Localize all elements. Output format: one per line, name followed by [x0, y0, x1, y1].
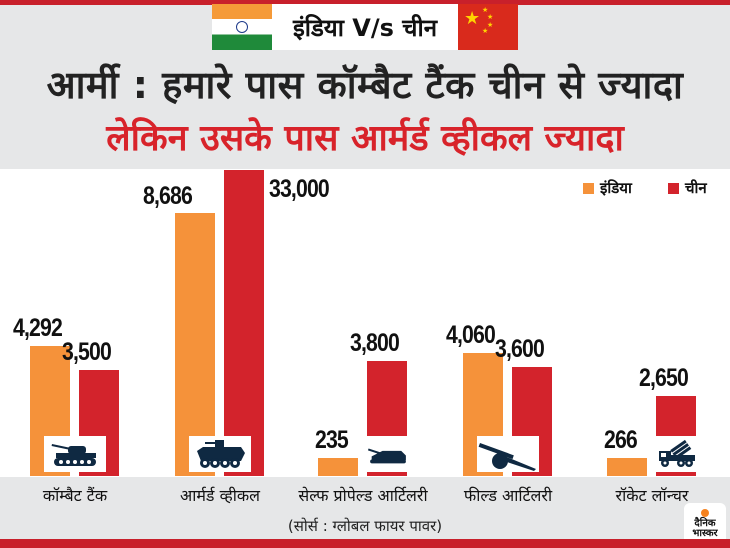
data-label: 3,500 [62, 337, 112, 366]
data-label: 8,686 [143, 181, 193, 210]
legend-item-china: चीन [668, 178, 707, 198]
bar-india [607, 458, 647, 476]
data-label: 266 [604, 426, 638, 454]
rocket-launcher-icon [656, 436, 698, 472]
dainik-bhaskar-logo: दैनिक भास्कर [684, 503, 726, 545]
china-flag-icon: ★ ★ ★ ★ ★ [458, 4, 518, 50]
legend-label-india: इंडिया [600, 179, 632, 197]
self-propelled-artillery-icon [367, 436, 409, 472]
data-label: 3,600 [495, 334, 545, 363]
legend-item-india: इंडिया [583, 178, 632, 198]
legend-swatch-india [583, 182, 594, 194]
legend-swatch-china [668, 182, 679, 194]
india-flag-icon [212, 4, 272, 50]
logo-text-line2: भास्कर [692, 528, 718, 539]
data-label: 4,060 [446, 321, 496, 350]
data-label: 33,000 [269, 175, 330, 203]
data-label: 2,650 [639, 363, 689, 392]
category-label: कॉम्बैट टैंक [42, 486, 108, 505]
vs-title: इंडिया V/s चीन [272, 4, 458, 50]
data-label: 4,292 [13, 314, 63, 342]
source-note: (सोर्स : ग्लोबल फायर पावर) [287, 517, 443, 535]
data-label: 235 [315, 426, 349, 454]
bar-india [175, 212, 215, 476]
legend-label-china: चीन [685, 179, 707, 197]
logo-text-line1: दैनिक [694, 518, 716, 529]
bar-china [224, 170, 264, 476]
category-label: सेल्फ प्रोपेल्ड आर्टिलरी [298, 486, 428, 505]
data-label: 3,800 [350, 328, 400, 357]
headline: आर्मी : हमारे पास कॉम्बैट टैंक चीन से ज्… [46, 63, 684, 107]
category-label: आर्मर्ड व्हीकल [180, 486, 260, 505]
armored-vehicle-icon [189, 436, 251, 472]
category-label: फील्ड आर्टिलरी [463, 486, 553, 505]
chart-panel [0, 169, 730, 477]
subheadline: लेकिन उसके पास आर्मर्ड व्हीकल ज्यादा [106, 118, 624, 159]
top-accent-bar [0, 0, 730, 5]
category-label: रॉकेट लॉन्चर [615, 486, 689, 505]
bar-india [318, 458, 358, 476]
field-artillery-icon [477, 436, 539, 472]
tank-icon [44, 436, 106, 472]
bottom-accent-bar [0, 539, 730, 548]
